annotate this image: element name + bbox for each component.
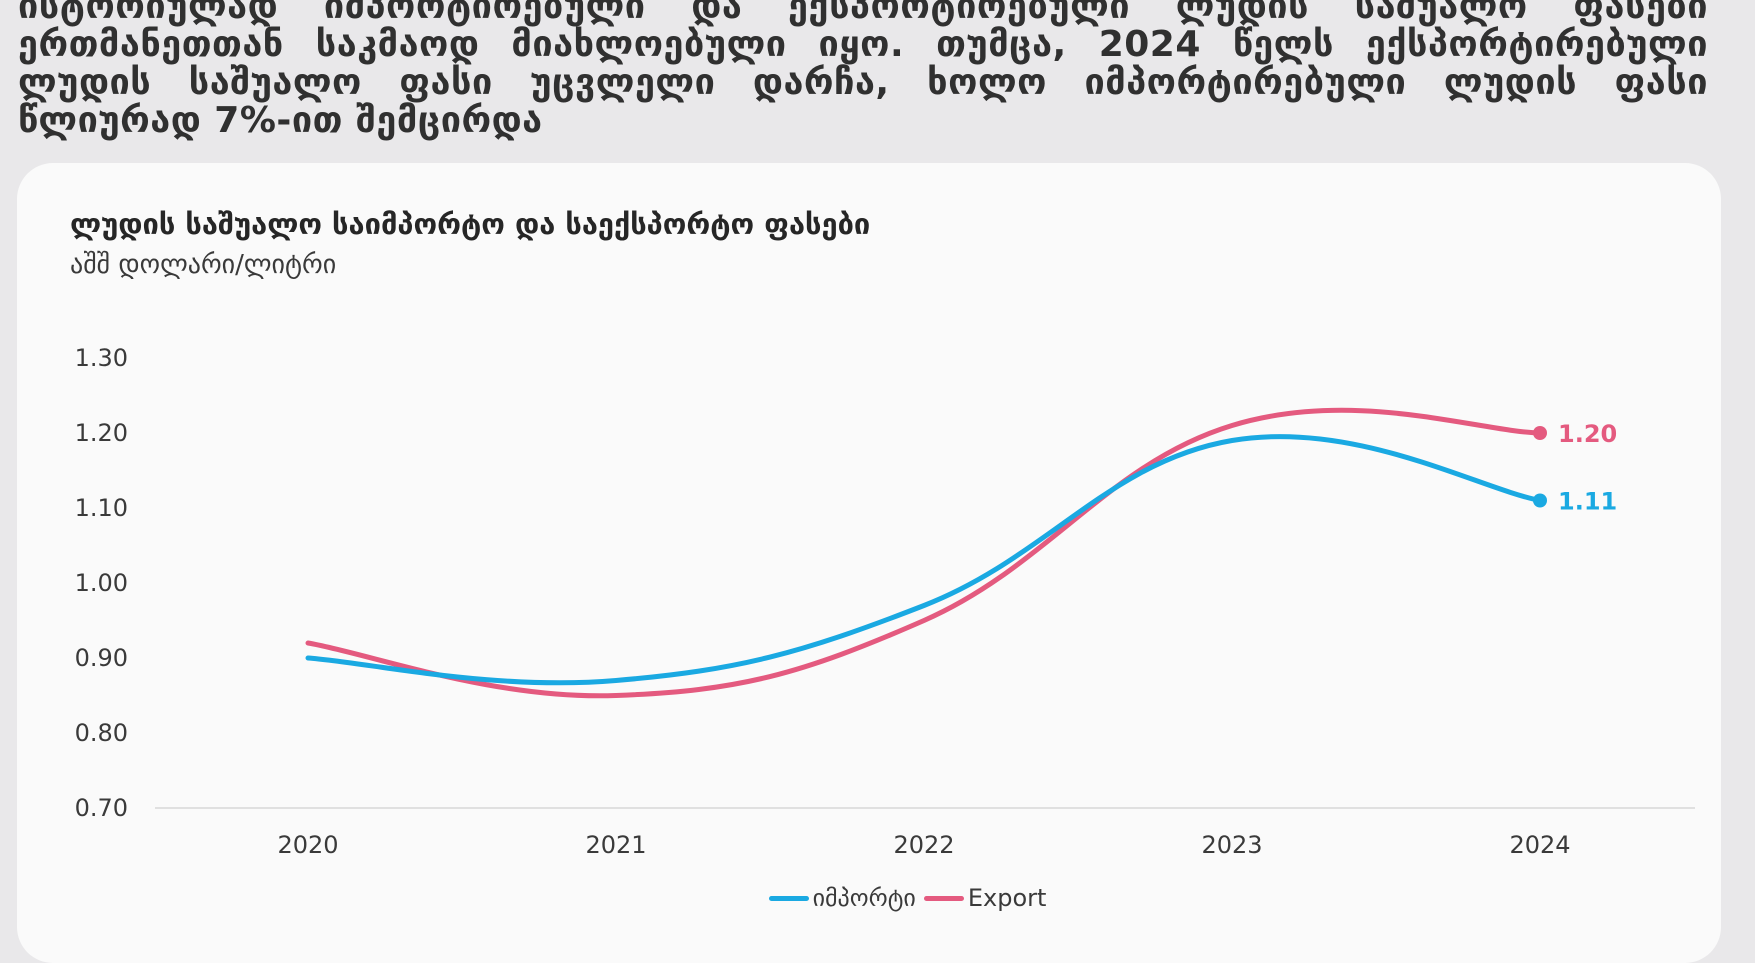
x-tick-label: 2024	[1509, 831, 1570, 859]
y-tick-label: 0.70	[75, 794, 128, 822]
y-tick-label: 1.00	[75, 569, 128, 597]
intro-text: ისტორიულად იმპორტირებული და ექსპორტირებუ…	[18, 0, 1708, 141]
y-tick-label: 1.20	[75, 419, 128, 447]
x-tick-label: 2022	[893, 831, 954, 859]
y-tick-label: 0.80	[75, 719, 128, 747]
chart-subtitle: აშშ დოლარი/ლიტრი	[70, 250, 337, 280]
chart-title: ლუდის საშუალო საიმპორტო და საექსპორტო ფა…	[70, 207, 871, 241]
chart-card	[17, 163, 1721, 963]
x-tick-label: 2020	[277, 831, 338, 859]
end-label-export: 1.20	[1558, 420, 1617, 448]
y-tick-label: 1.10	[75, 494, 128, 522]
legend-swatch-import	[768, 895, 809, 901]
legend-label-export: Export	[967, 884, 1047, 912]
end-point-export	[1533, 426, 1547, 440]
legend-swatch-export	[923, 895, 964, 901]
y-tick-label: 1.30	[75, 344, 128, 372]
legend-label-import: იმპორტი	[812, 884, 916, 912]
series-line-import	[305, 434, 1543, 686]
legend-item-export: Export	[923, 884, 1047, 912]
x-tick-label: 2021	[585, 831, 646, 859]
x-tick-label: 2023	[1201, 831, 1262, 859]
line-chart: 1.30 1.20 1.10 1.00 0.90 0.80 0.70 2020 2021 2022…	[75, 344, 1695, 859]
legend: იმპორტი Export	[0, 880, 1755, 916]
series-line-export	[305, 407, 1543, 699]
y-tick-label: 0.90	[75, 644, 128, 672]
end-point-import	[1533, 493, 1547, 508]
legend-item-import: იმპორტი	[768, 884, 916, 912]
end-label-import: 1.11	[1558, 488, 1617, 516]
